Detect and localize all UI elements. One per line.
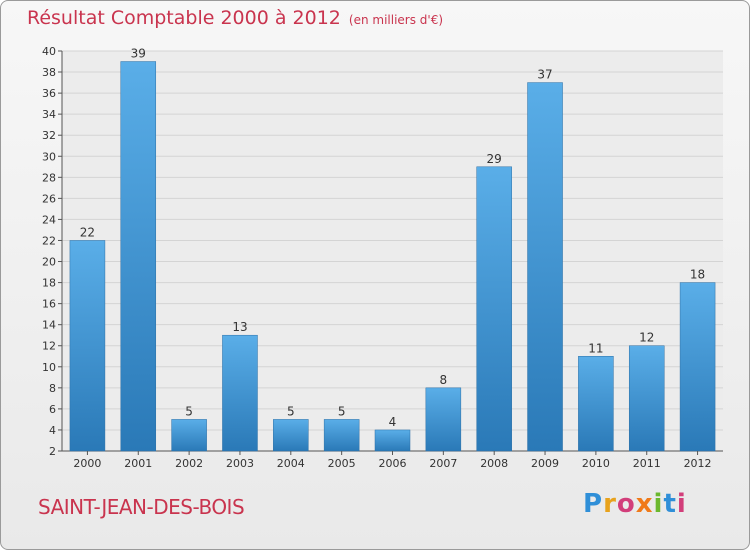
y-tick-label: 14: [42, 319, 56, 332]
bar-value-label: 4: [389, 415, 397, 429]
x-tick-label: 2004: [277, 457, 305, 470]
plot-area: [62, 51, 723, 451]
y-tick-label: 6: [49, 403, 56, 416]
y-tick-label: 30: [42, 150, 56, 163]
chart-title-text: Résultat Comptable 2000 à 2012: [27, 7, 341, 29]
y-tick-label: 24: [42, 213, 56, 226]
bar: [120, 61, 157, 452]
y-tick-label: 12: [42, 340, 56, 353]
y-tick-label: 36: [42, 87, 56, 100]
bar-value-label: 5: [185, 404, 193, 418]
y-tick-label: 22: [42, 234, 56, 247]
y-tick-label: 38: [42, 66, 56, 79]
bar-value-label: 13: [232, 320, 247, 334]
x-tick-label: 2012: [684, 457, 712, 470]
y-tick-label: 32: [42, 129, 56, 142]
bar: [323, 419, 360, 452]
x-tick-label: 2008: [480, 457, 508, 470]
y-tick-label: 26: [42, 192, 56, 205]
bar-value-label: 37: [537, 68, 552, 82]
logo-letter: P: [583, 489, 604, 519]
logo-letter: x: [635, 489, 654, 519]
y-tick-label: 28: [42, 171, 56, 184]
x-tick-label: 2009: [531, 457, 559, 470]
x-tick-label: 2007: [429, 457, 457, 470]
proxiti-logo: Proxiti: [583, 489, 687, 519]
bar: [374, 429, 411, 452]
x-tick-label: 2003: [226, 457, 254, 470]
bar: [527, 82, 563, 452]
bar-value-label: 5: [287, 404, 295, 418]
y-tick-label: 18: [42, 277, 56, 290]
logo-letter: r: [603, 489, 617, 519]
bar-value-label: 11: [588, 341, 603, 355]
y-tick-label: 34: [42, 108, 56, 121]
bar: [69, 240, 106, 452]
bar: [425, 387, 462, 452]
chart-title: Résultat Comptable 2000 à 2012 (en millie…: [27, 7, 443, 29]
x-tick-label: 2000: [73, 457, 101, 470]
logo-letter: i: [676, 489, 687, 519]
logo-letter: o: [616, 489, 636, 519]
bar-value-label: 8: [440, 373, 448, 387]
bar: [628, 345, 665, 452]
bar: [273, 419, 309, 452]
bar-value-label: 22: [80, 225, 95, 239]
bar: [476, 166, 512, 452]
bar-value-label: 39: [131, 47, 146, 61]
x-tick-label: 2002: [175, 457, 203, 470]
chart-subtitle: (en milliers d'€): [348, 13, 444, 27]
bar-value-label: 5: [338, 404, 346, 418]
x-tick-label: 2006: [379, 457, 407, 470]
y-tick-label: 10: [42, 361, 56, 374]
bar: [222, 334, 258, 452]
bar: [171, 419, 207, 452]
bar-value-label: 29: [487, 152, 502, 166]
y-tick-label: 2: [49, 445, 56, 458]
logo-letter: i: [653, 489, 664, 519]
bar: [679, 282, 716, 452]
bar-value-label: 18: [690, 268, 705, 282]
y-tick-label: 20: [42, 256, 56, 269]
bar-value-label: 12: [639, 331, 654, 345]
logo-letter: t: [663, 489, 677, 519]
x-tick-label: 2001: [124, 457, 152, 470]
y-tick-label: 40: [42, 45, 56, 58]
x-tick-label: 2005: [328, 457, 356, 470]
x-tick-label: 2011: [633, 457, 661, 470]
y-tick-label: 4: [49, 424, 56, 437]
y-tick-label: 16: [42, 298, 56, 311]
y-tick-label: 8: [49, 382, 56, 395]
x-tick-label: 2010: [582, 457, 610, 470]
bar: [578, 356, 614, 452]
place-name: SAINT-JEAN-DES-BOIS: [38, 495, 245, 519]
